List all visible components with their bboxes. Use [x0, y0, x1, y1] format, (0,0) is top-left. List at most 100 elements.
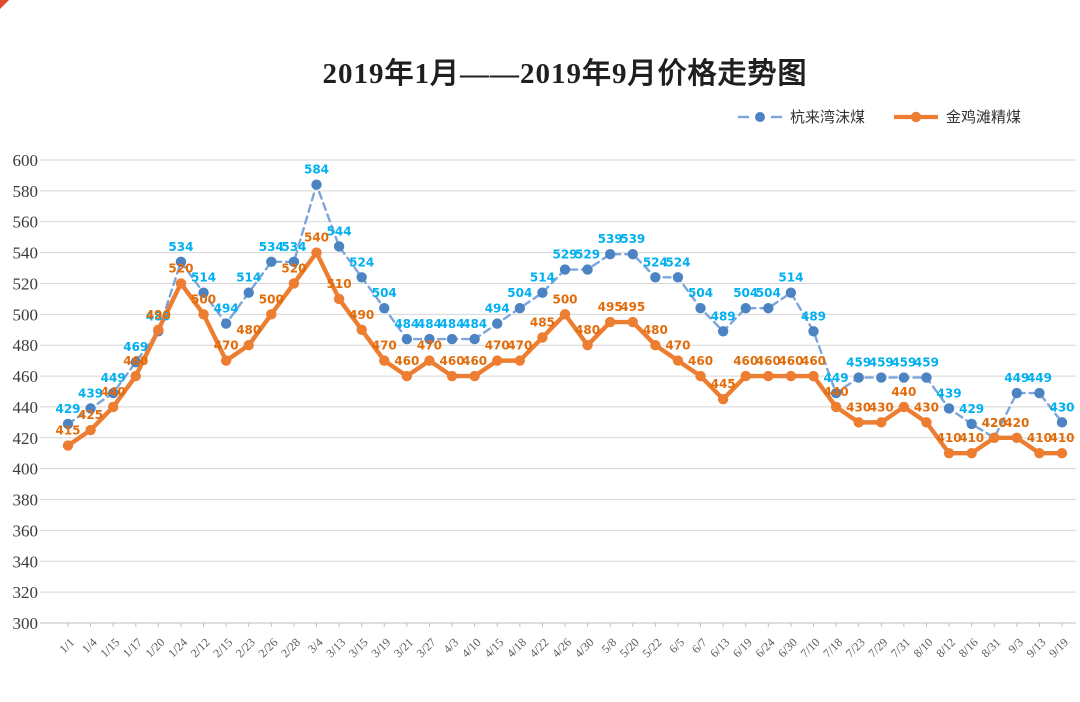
- data-point-marker: [672, 272, 684, 283]
- data-point-label: 460: [440, 354, 465, 368]
- data-point-marker: [695, 370, 706, 382]
- data-point-label: 420: [982, 416, 1007, 430]
- data-point-label: 469: [123, 340, 148, 354]
- data-point-marker: [85, 424, 96, 436]
- data-point-label: 460: [756, 354, 781, 368]
- data-point-marker: [830, 387, 842, 399]
- data-point-marker: [650, 272, 661, 283]
- data-point-label: 460: [733, 354, 758, 368]
- data-point-label: 524: [643, 255, 668, 269]
- x-axis-label: 4/30: [572, 635, 597, 660]
- x-axis-label: 7/31: [888, 635, 913, 660]
- data-point-label: 459: [891, 356, 916, 370]
- y-axis-label: 520: [13, 274, 39, 293]
- x-axis-label: 4/10: [459, 635, 484, 660]
- data-point-marker: [175, 256, 187, 268]
- y-axis-label: 460: [13, 367, 39, 386]
- data-point-marker: [921, 372, 932, 383]
- data-point-label: 470: [485, 339, 510, 353]
- x-axis-label: 3/4: [305, 635, 326, 656]
- x-axis-label: 5/22: [639, 635, 664, 660]
- data-point-marker: [198, 309, 209, 320]
- data-point-marker: [853, 417, 864, 428]
- data-point-label: 484: [394, 317, 419, 331]
- data-point-label: 459: [914, 356, 939, 370]
- data-point-marker: [492, 318, 503, 329]
- x-axis-label: 3/27: [414, 635, 439, 660]
- y-axis-label: 320: [13, 583, 39, 602]
- data-point-marker: [559, 309, 571, 320]
- data-point-marker: [898, 372, 910, 383]
- x-axis-label: 8/31: [978, 635, 1003, 660]
- y-axis-label: 440: [13, 398, 39, 417]
- data-point-marker: [898, 401, 910, 413]
- data-point-marker: [333, 241, 345, 252]
- data-point-marker: [943, 448, 955, 459]
- data-point-marker: [717, 394, 729, 405]
- y-axis-label: 360: [13, 521, 39, 540]
- data-point-label: 459: [869, 356, 894, 370]
- data-point-label: 460: [801, 354, 826, 368]
- data-point-marker: [107, 401, 119, 413]
- data-point-label: 500: [191, 292, 216, 306]
- data-point-marker: [356, 324, 367, 335]
- data-point-marker: [785, 370, 797, 382]
- data-point-label: 534: [168, 240, 193, 254]
- x-axis-label: 2/28: [278, 635, 303, 660]
- data-point-label: 514: [191, 271, 216, 285]
- data-point-label: 480: [575, 323, 600, 337]
- data-point-marker: [130, 370, 141, 382]
- legend-label-hanglaiwan: 杭来湾沫煤: [790, 110, 866, 126]
- data-point-marker: [379, 355, 390, 366]
- data-point-label: 520: [281, 261, 306, 275]
- data-point-label: 524: [665, 255, 690, 269]
- data-point-marker: [808, 370, 819, 382]
- data-point-marker: [514, 302, 526, 314]
- data-point-marker: [311, 179, 322, 190]
- data-point-label: 460: [394, 354, 419, 368]
- data-point-label: 495: [598, 300, 623, 314]
- y-axis-label: 500: [13, 305, 39, 324]
- data-point-label: 425: [78, 408, 103, 422]
- x-axis-label: 2/23: [233, 635, 258, 660]
- data-point-marker: [853, 372, 864, 383]
- data-point-label: 460: [688, 354, 713, 368]
- legend: 杭来湾沫煤 金鸡滩精煤: [737, 106, 1021, 127]
- data-point-marker: [559, 264, 571, 275]
- data-point-marker: [627, 316, 638, 328]
- x-axis-label: 1/24: [165, 635, 190, 660]
- data-point-marker: [175, 278, 187, 289]
- data-point-marker: [266, 256, 277, 268]
- x-axis-label: 2/12: [188, 635, 213, 660]
- data-point-label: 490: [349, 308, 374, 322]
- data-point-label: 480: [236, 323, 261, 337]
- data-point-label: 489: [801, 309, 826, 323]
- data-point-label: 524: [349, 255, 374, 269]
- x-axis-label: 3/15: [346, 635, 371, 660]
- x-axis-label: 9/19: [1046, 635, 1071, 660]
- data-point-marker: [379, 302, 390, 314]
- x-axis-label: 7/29: [865, 635, 890, 660]
- data-point-marker: [921, 417, 932, 428]
- data-point-marker: [650, 340, 661, 351]
- data-point-marker: [356, 272, 367, 283]
- data-point-label: 439: [937, 386, 962, 400]
- data-point-label: 459: [846, 356, 871, 370]
- data-point-marker: [311, 247, 322, 258]
- data-point-label: 514: [530, 271, 555, 285]
- data-point-label: 534: [259, 240, 284, 254]
- data-point-marker: [876, 372, 887, 383]
- x-axis-label: 9/13: [1024, 635, 1049, 660]
- x-axis-label: 8/10: [911, 635, 936, 660]
- data-point-label: 495: [620, 300, 645, 314]
- data-point-marker: [243, 340, 254, 351]
- data-point-label: 449: [1004, 371, 1029, 385]
- data-point-marker: [740, 370, 751, 382]
- y-axis-label: 600: [13, 151, 39, 170]
- data-point-label: 484: [462, 317, 487, 331]
- x-axis-label: 4/18: [504, 635, 529, 660]
- y-axis-label: 540: [13, 244, 39, 263]
- data-point-label: 460: [778, 354, 803, 368]
